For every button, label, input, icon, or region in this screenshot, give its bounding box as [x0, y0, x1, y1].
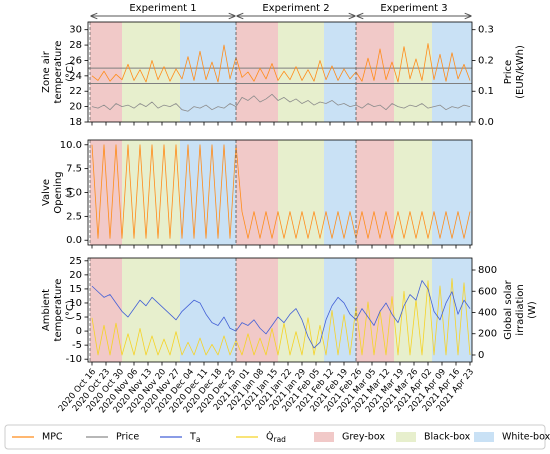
region-span: [432, 140, 472, 245]
y2-tick-label: 0.0: [478, 117, 494, 128]
y-tick-label: -5: [72, 340, 82, 351]
legend-label: Grey-box: [342, 432, 385, 443]
y-tick-label: 30: [69, 25, 82, 36]
axes-frame: [87, 21, 473, 123]
y2-tick-label: 0.1: [478, 86, 494, 97]
y-axis-label: Ambient: [41, 289, 52, 331]
legend-box: [4, 424, 546, 450]
y-tick-label: 22: [69, 86, 82, 97]
y-axis-label: (-): [65, 187, 76, 199]
axes-frame: [87, 257, 473, 363]
region-span: [432, 258, 472, 362]
legend-label: Q̇rad: [266, 431, 286, 444]
region-span: [90, 22, 122, 122]
plot-area: [90, 258, 472, 362]
y-tick-label: 24: [69, 71, 82, 82]
y-tick-label: 26: [69, 55, 82, 66]
series-line: [91, 278, 471, 356]
region-span: [278, 140, 324, 245]
y-axis-label: temperature: [53, 279, 64, 342]
y-tick-label: 28: [69, 40, 82, 51]
y-tick-label: 0.0: [66, 235, 82, 246]
region-span: [394, 258, 432, 362]
y-tick-label: 10.0: [60, 140, 82, 151]
y-tick-label: 25: [69, 256, 82, 267]
y-axis-label: Valve: [41, 179, 52, 206]
y-axis-label: temperature: [53, 41, 64, 104]
y-axis-label: (°C): [65, 62, 76, 82]
y-axis-label: (°C): [65, 300, 76, 320]
region-span: [324, 22, 356, 122]
y-tick-label: 15: [69, 284, 82, 295]
legend-label: Black-box: [424, 432, 471, 443]
region-span: [324, 140, 356, 245]
plot-area: [88, 22, 472, 122]
y2-tick-label: 0: [478, 350, 484, 361]
y-tick-label: 18: [69, 117, 82, 128]
region-span: [180, 22, 236, 122]
y2-tick-label: 800: [478, 265, 497, 276]
series-line: [91, 43, 471, 83]
y2-tick-label: 200: [478, 329, 497, 340]
y-axis-label: Zone air: [41, 50, 52, 93]
region-span: [236, 140, 278, 245]
region-span: [356, 140, 394, 245]
legend-label: MPC: [42, 432, 63, 443]
experiment-label: Experiment 3: [380, 3, 447, 14]
y-tick-label: 10: [69, 298, 82, 309]
series-line: [91, 93, 471, 112]
series-line: [91, 280, 471, 349]
region-span: [122, 22, 180, 122]
experiment-label: Experiment 2: [262, 3, 329, 14]
y-tick-label: -10: [66, 354, 82, 365]
legend-label: Price: [116, 432, 139, 443]
y2-axis-label: Global solar: [503, 279, 514, 339]
y-axis-label: Opening: [53, 171, 64, 213]
region-span: [236, 258, 278, 362]
region-span: [90, 258, 122, 362]
region-span: [122, 258, 180, 362]
region-span: [324, 258, 356, 362]
y-tick-label: 5: [76, 312, 82, 323]
y2-axis-label: irradiation: [515, 284, 526, 335]
y2-tick-label: 0.2: [478, 55, 494, 66]
y-tick-label: 7.5: [66, 164, 82, 175]
plot-area: [90, 140, 472, 245]
y-tick-label: 0: [76, 326, 82, 337]
legend-label: Ta: [189, 432, 200, 445]
y2-axis-label: (EUR/kWh): [515, 45, 526, 99]
region-span: [278, 258, 324, 362]
region-span: [356, 22, 394, 122]
y-tick-label: 5.0: [66, 188, 82, 199]
y2-tick-label: 400: [478, 307, 497, 318]
experiment-label: Experiment 1: [129, 3, 196, 14]
y-tick-label: 20: [69, 102, 82, 113]
y-tick-label: 2.5: [66, 211, 82, 222]
region-span: [394, 22, 432, 122]
legend-swatch: [474, 432, 494, 442]
legend-label: White-box: [502, 432, 550, 443]
region-span: [236, 22, 278, 122]
legend-swatch: [396, 432, 416, 442]
legend-swatch: [314, 432, 334, 442]
y2-tick-label: 0.3: [478, 25, 494, 36]
y-tick-label: 20: [69, 270, 82, 281]
series-line: [91, 144, 471, 239]
y2-axis-label: (W): [527, 301, 538, 319]
y2-axis-label: Price: [503, 60, 514, 84]
y2-tick-label: 600: [478, 286, 497, 297]
